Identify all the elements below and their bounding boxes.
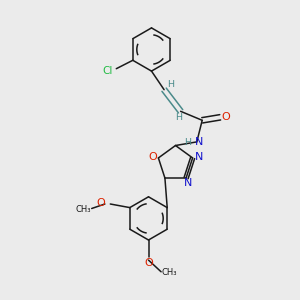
Text: CH₃: CH₃ [76, 205, 91, 214]
Text: N: N [195, 137, 203, 148]
Text: H: H [176, 113, 183, 122]
Text: Cl: Cl [103, 66, 113, 76]
Text: O: O [144, 258, 153, 268]
Text: N: N [195, 152, 203, 162]
Text: O: O [96, 198, 105, 208]
Text: O: O [148, 152, 158, 162]
Text: CH₃: CH₃ [162, 268, 177, 277]
Text: H: H [184, 138, 191, 147]
Text: H: H [167, 80, 174, 89]
Text: O: O [222, 112, 231, 122]
Text: N: N [183, 178, 192, 188]
